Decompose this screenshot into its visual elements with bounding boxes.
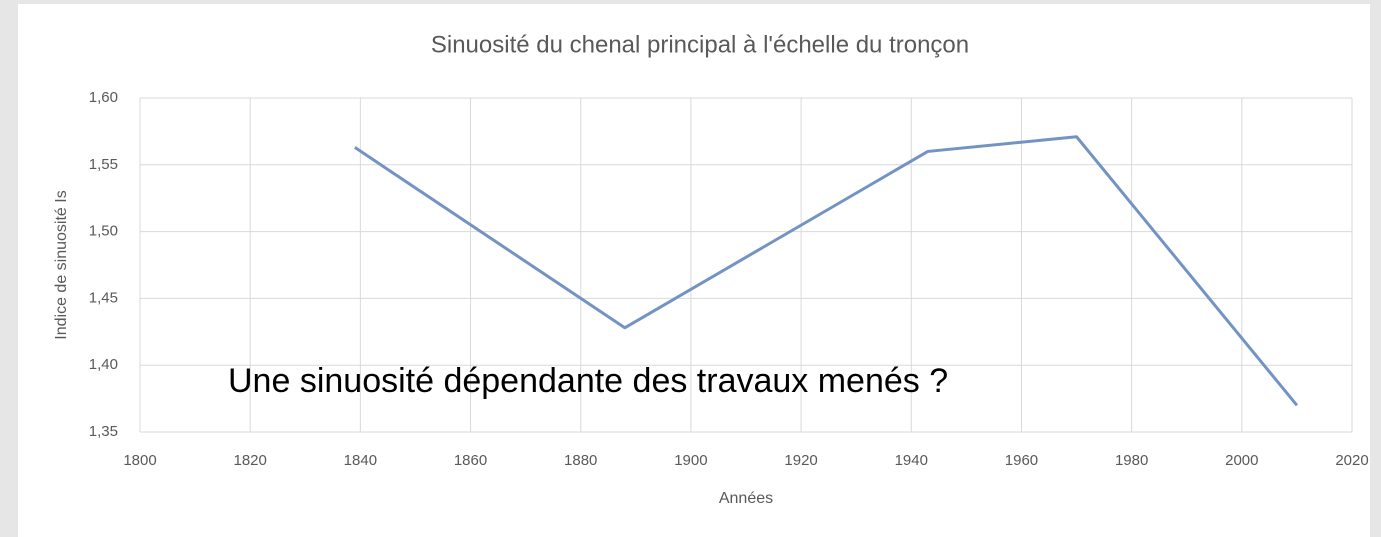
y-axis-label: Indice de sinuosité Is — [53, 190, 70, 339]
x-tick-label: 1880 — [564, 452, 597, 469]
y-tick-label: 1,35 — [89, 423, 118, 440]
x-tick-label: 2000 — [1225, 452, 1258, 469]
chart-background — [18, 4, 1370, 537]
x-tick-label: 1900 — [674, 452, 707, 469]
y-tick-label: 1,60 — [89, 89, 118, 106]
chart-title: Sinuosité du chenal principal à l'échell… — [431, 31, 969, 58]
y-tick-label: 1,40 — [89, 356, 118, 373]
x-axis-label: Années — [719, 490, 773, 507]
line — [354, 135, 1299, 407]
x-tick-label: 1940 — [895, 452, 928, 469]
x-tick-label: 2020 — [1335, 452, 1368, 469]
y-tick-label: 1,55 — [89, 156, 118, 173]
x-tick-label: 1980 — [1115, 452, 1148, 469]
annotation: Une sinuosité dépendante des travaux men… — [228, 362, 948, 400]
x-tick-label: 1840 — [344, 452, 377, 469]
x-tick-label: 1820 — [233, 452, 266, 469]
y-tick-label: 1,45 — [89, 289, 118, 306]
x-tick-label: 1800 — [123, 452, 156, 469]
x-tick-label: 1860 — [454, 452, 487, 469]
x-tick-label: 1920 — [784, 452, 817, 469]
x-tick-label: 1960 — [1005, 452, 1038, 469]
y-tick-label: 1,50 — [89, 223, 118, 240]
